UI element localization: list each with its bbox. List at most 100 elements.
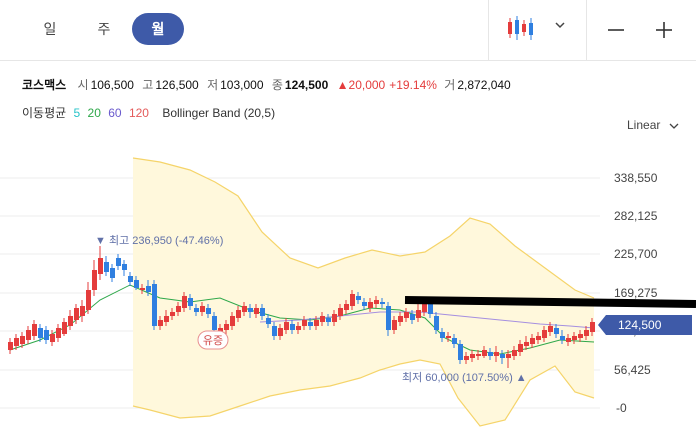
low-annotation: 최저 60,000 (107.50%) ▲: [402, 371, 527, 384]
candle-body: [416, 310, 421, 318]
indicator-legend: 이동평균 5 20 60 120 Bollinger Band (20,5): [22, 104, 279, 121]
candle-body: [104, 262, 109, 272]
candle-body: [404, 312, 409, 318]
candle-body: [344, 304, 349, 310]
close-label: 종: [271, 78, 283, 92]
high-annotation: ▼ 최고 236,950 (-47.46%): [95, 234, 223, 247]
bollinger-label: Bollinger Band (20,5): [162, 106, 276, 120]
price-chart[interactable]: 338,550282,125225,700169,275112,85056,42…: [0, 140, 696, 430]
y-tick-label: 338,550: [614, 171, 658, 185]
low-label: 저: [207, 78, 219, 92]
ma60-label: 60: [108, 106, 122, 120]
close-value: 124,500: [284, 78, 329, 92]
candle-body: [80, 306, 85, 316]
candle-body: [146, 286, 151, 292]
candle-body: [308, 322, 313, 326]
candle-body: [374, 300, 379, 304]
ma120-label: 120: [128, 106, 149, 120]
y-tick-label: 225,700: [614, 247, 658, 261]
candle-body: [500, 354, 505, 358]
candle-body: [134, 280, 139, 288]
candle-body: [8, 342, 13, 350]
rights-badge: [197, 330, 229, 350]
candle-body: [494, 352, 499, 356]
candle-body: [218, 328, 223, 332]
candle-body: [230, 316, 235, 326]
change-value: ▲20,000: [336, 78, 386, 92]
candle-body: [122, 264, 127, 270]
candle-body: [392, 320, 397, 330]
candle-body: [74, 308, 79, 320]
candle-body: [164, 316, 169, 322]
candle-body: [212, 316, 217, 330]
y-tick-label: 169,275: [614, 286, 658, 300]
candle-body: [128, 276, 133, 282]
zoom-in-icon[interactable]: [652, 18, 676, 42]
tab-monthly[interactable]: 월: [132, 13, 184, 45]
candle-body: [368, 302, 373, 308]
quote-summary: 코스맥스 시 106,500 고 126,500 저 103,000 종 124,500…: [22, 76, 516, 93]
candle-body: [554, 328, 559, 334]
candle-body: [446, 336, 451, 338]
candle-body: [20, 336, 25, 344]
tab-daily[interactable]: 일: [43, 21, 57, 37]
candle-body: [152, 284, 157, 326]
ma20-label: 20: [87, 106, 101, 120]
candle-body: [296, 326, 301, 330]
candle-body: [188, 298, 193, 306]
chart-toolbar: 일 주 월: [0, 0, 696, 61]
ma-label: 이동평균: [22, 106, 67, 120]
candle-body: [470, 354, 475, 358]
tab-weekly[interactable]: 주: [97, 21, 111, 37]
candle-body: [332, 314, 337, 322]
candle-body: [272, 326, 277, 336]
y-axis: 338,550282,125225,700169,275112,85056,42…: [614, 171, 658, 415]
candle-body: [182, 296, 187, 308]
candle-body: [518, 344, 523, 352]
ma5-label: 5: [73, 106, 81, 120]
bollinger-band-area: [133, 158, 594, 426]
candle-body: [350, 294, 355, 306]
candle-body: [56, 328, 61, 338]
candle-body: [458, 344, 463, 360]
stock-name: 코스맥스: [22, 78, 67, 92]
candle-body: [236, 310, 241, 318]
candle-body: [176, 306, 181, 312]
low-value: 103,000: [220, 78, 264, 92]
y-tick-label: 56,425: [614, 363, 651, 377]
annotation-mark: [404, 296, 696, 308]
chevron-down-icon[interactable]: [550, 15, 570, 35]
candle-body: [530, 338, 535, 344]
candles: [8, 246, 595, 368]
candle-body: [44, 330, 49, 340]
candle-body: [140, 288, 145, 290]
candle-body: [590, 322, 595, 332]
candle-body: [584, 330, 589, 336]
candle-body: [260, 308, 265, 316]
volume-label: 거: [444, 78, 456, 92]
candle-body: [314, 320, 319, 326]
candle-body: [578, 334, 583, 338]
candle-body: [200, 306, 205, 312]
candle-body: [302, 320, 307, 326]
zoom-out-icon[interactable]: [604, 18, 628, 42]
candlestick-icon[interactable]: [505, 14, 535, 42]
candle-body: [560, 336, 565, 340]
rights-annotation: 유증: [203, 334, 223, 347]
candle-body: [254, 308, 259, 314]
candle-body: [50, 334, 55, 342]
high-label: 고: [142, 78, 154, 92]
high-value: 126,500: [155, 78, 199, 92]
candle-body: [320, 316, 325, 322]
scale-selector[interactable]: Linear: [627, 118, 680, 132]
candle-body: [116, 258, 121, 266]
candle-body: [278, 328, 283, 336]
candle-body: [572, 336, 577, 340]
candle-body: [26, 330, 31, 340]
candle-body: [326, 318, 331, 322]
candle-body: [356, 296, 361, 300]
y-tick-label: -0: [616, 401, 627, 415]
candle-body: [248, 308, 253, 312]
bollinger-upper-line: [132, 157, 595, 299]
open-label: 시: [77, 78, 89, 92]
